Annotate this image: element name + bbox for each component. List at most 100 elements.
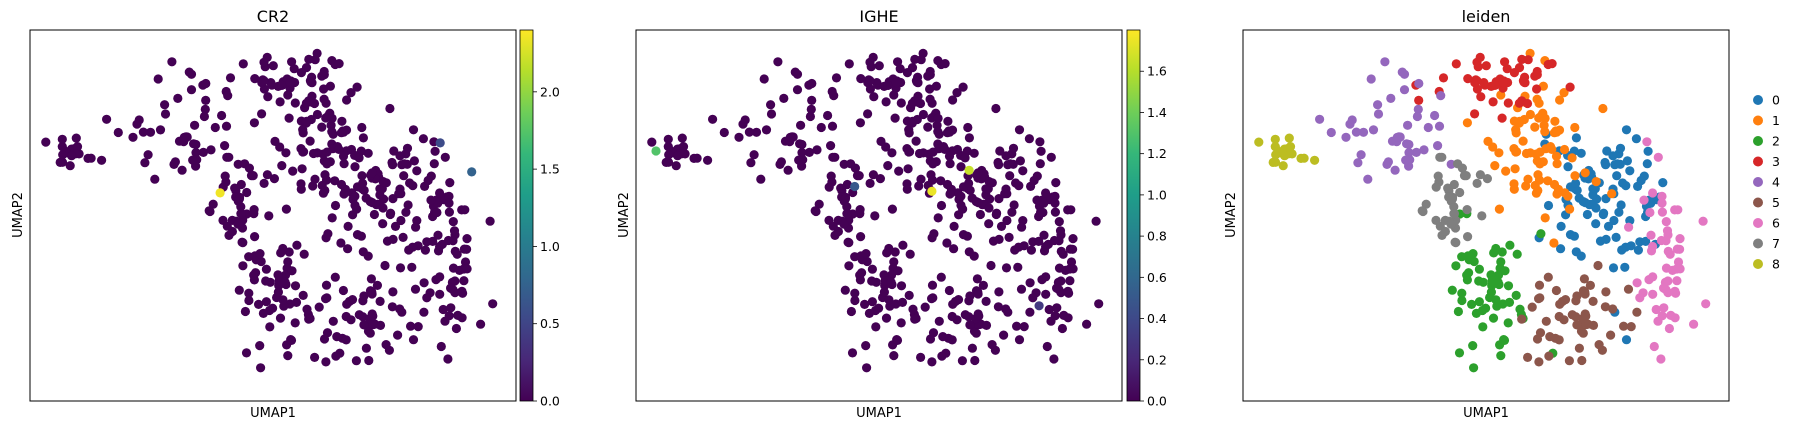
- cell-point: [488, 299, 498, 309]
- cluster-4-point: [1433, 141, 1443, 151]
- plot-frame-cr2: [29, 29, 517, 402]
- cluster-5-point: [1606, 330, 1616, 340]
- cell-point: [925, 66, 935, 77]
- expressing-cell-point: [651, 146, 661, 156]
- cell-point: [936, 176, 946, 186]
- cluster-3-point: [1565, 82, 1575, 92]
- cell-point: [826, 141, 836, 151]
- cell-point: [981, 320, 992, 330]
- cell-point: [940, 144, 950, 154]
- cell-point: [428, 236, 438, 246]
- cluster-1-point: [1501, 166, 1511, 176]
- cell-point: [234, 285, 244, 295]
- cell-point: [321, 294, 331, 304]
- cluster-3-point: [1490, 80, 1500, 90]
- scatter-points-leiden: [1254, 48, 1711, 373]
- cell-point: [323, 229, 333, 239]
- cell-point: [1019, 322, 1029, 332]
- cell-point: [766, 100, 776, 110]
- cell-point: [1029, 175, 1039, 186]
- cell-point: [912, 77, 922, 87]
- cell-point: [850, 288, 860, 298]
- cell-point: [453, 310, 463, 320]
- cluster-1-point: [1580, 168, 1590, 178]
- cluster-1-point: [1509, 179, 1519, 189]
- cell-point: [978, 280, 989, 290]
- cell-point: [367, 289, 377, 299]
- cell-point: [934, 316, 944, 326]
- cell-point: [248, 171, 258, 181]
- cluster-7-point: [1447, 194, 1458, 204]
- cluster-1-point: [1532, 94, 1542, 104]
- cell-point: [327, 213, 337, 223]
- cell-point: [882, 248, 892, 258]
- colorbar-tick-label: 1.0: [540, 239, 560, 254]
- cluster-3-point: [1514, 98, 1524, 108]
- cluster-2-point: [1488, 313, 1499, 323]
- cell-point: [993, 302, 1004, 312]
- cell-point: [57, 134, 67, 144]
- cell-point: [933, 113, 943, 123]
- cell-point: [824, 182, 834, 192]
- cluster-2-point: [1500, 266, 1510, 276]
- cluster-0-point: [1621, 125, 1632, 135]
- cell-point: [190, 120, 200, 130]
- cluster-4-point: [1366, 74, 1376, 84]
- cell-point: [390, 221, 401, 231]
- cell-point: [1054, 217, 1064, 227]
- cell-point: [920, 302, 930, 312]
- cell-point: [895, 64, 905, 74]
- colorbar-ighe: [1126, 29, 1141, 402]
- cluster-3-point: [1498, 77, 1508, 88]
- legend-label: 6: [1772, 216, 1780, 231]
- cell-point: [995, 146, 1005, 156]
- cell-point: [806, 104, 816, 114]
- cell-point: [386, 208, 396, 218]
- cluster-0-point: [1658, 178, 1668, 188]
- cluster-0-point: [1543, 200, 1554, 211]
- cell-point: [230, 183, 240, 193]
- cell-point: [304, 314, 314, 324]
- cluster-3-point: [1488, 97, 1498, 107]
- panel-title-cr2: CR2: [257, 7, 289, 26]
- cell-point: [663, 134, 673, 144]
- cell-point: [269, 174, 279, 184]
- cell-point: [283, 351, 293, 361]
- cluster-2-point: [1474, 297, 1484, 307]
- cell-point: [944, 285, 955, 296]
- cell-point: [445, 178, 455, 188]
- cluster-1-point: [1567, 153, 1577, 163]
- cell-point: [277, 80, 287, 90]
- cell-point: [1018, 166, 1028, 176]
- scatter-points-cr2: [41, 48, 498, 373]
- cell-point: [1001, 151, 1011, 161]
- panel-leiden: leiden UMAP1 UMAP2 0 1 2 3 4 5 6 7 8: [1224, 7, 1780, 421]
- cluster-6-point: [1642, 137, 1652, 147]
- cell-point: [1091, 216, 1101, 226]
- cluster-2-point: [1478, 322, 1488, 332]
- cell-point: [1009, 200, 1019, 210]
- cluster-1-point: [1490, 161, 1500, 171]
- cluster-5-point: [1574, 343, 1584, 353]
- cell-point: [846, 306, 857, 317]
- cell-point: [339, 127, 349, 137]
- cell-point: [792, 85, 803, 95]
- colorbar-tick-label: 1.2: [1147, 146, 1167, 161]
- legend-label: 7: [1772, 236, 1780, 251]
- cell-point: [881, 97, 891, 107]
- cell-point: [1052, 283, 1062, 293]
- cluster-0-point: [1617, 245, 1627, 255]
- cell-point: [884, 295, 894, 305]
- cell-point: [113, 127, 123, 138]
- colorbar-tick-label: 0.5: [540, 316, 560, 331]
- legend-marker: [1753, 115, 1763, 126]
- cluster-5-point: [1581, 311, 1591, 321]
- cluster-3-point: [1414, 95, 1424, 105]
- cell-point: [868, 52, 878, 63]
- cell-point: [855, 118, 866, 128]
- cluster-1-point: [1607, 189, 1617, 199]
- cell-point: [898, 240, 908, 250]
- cell-point: [419, 307, 429, 317]
- cell-point: [378, 177, 388, 187]
- cluster-7-point: [1431, 182, 1441, 192]
